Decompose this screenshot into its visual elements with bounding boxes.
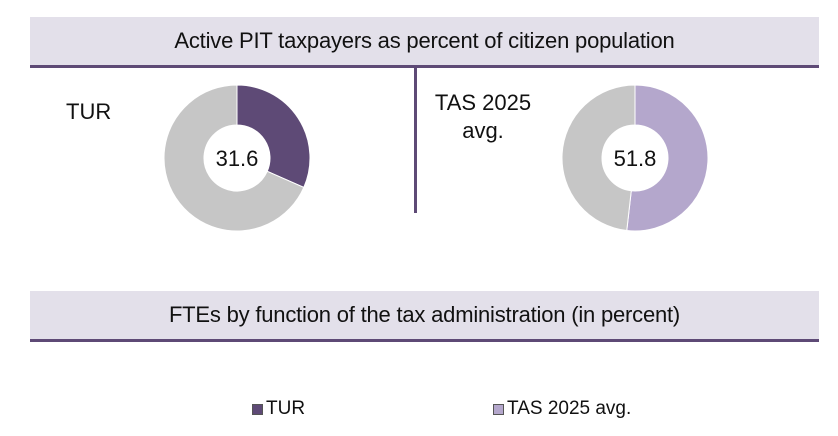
chart-title: Active PIT taxpayers as percent of citiz… — [174, 28, 675, 53]
donut-value-label-tur: 31.6 — [216, 146, 259, 171]
panel-divider — [414, 68, 417, 213]
legend-swatch-tas — [493, 403, 504, 415]
legend-label-tur: TUR — [266, 398, 306, 419]
legend-swatch-tur — [252, 403, 263, 415]
panel-label-tur: TUR — [66, 99, 112, 124]
donut-chart-tur: 31.6 — [163, 84, 311, 232]
donut-hole-tur — [204, 125, 270, 191]
section-title: FTEs by function of the tax administrati… — [168, 302, 681, 327]
donut-chart-tas: 51.8 — [561, 84, 709, 232]
donut-value-label-tas: 51.8 — [614, 146, 657, 171]
legend-label-tas: TAS 2025 avg. — [507, 398, 632, 419]
legend-item-tas: TAS 2025 avg. — [493, 396, 631, 422]
chart-title-banner: Active PIT taxpayers as percent of citiz… — [30, 17, 819, 68]
section-title-banner: FTEs by function of the tax administrati… — [30, 291, 819, 342]
legend-item-tur: TUR — [252, 396, 305, 422]
panel-label-tas: TAS 2025 avg. — [434, 90, 532, 143]
donut-hole-tas — [602, 125, 668, 191]
